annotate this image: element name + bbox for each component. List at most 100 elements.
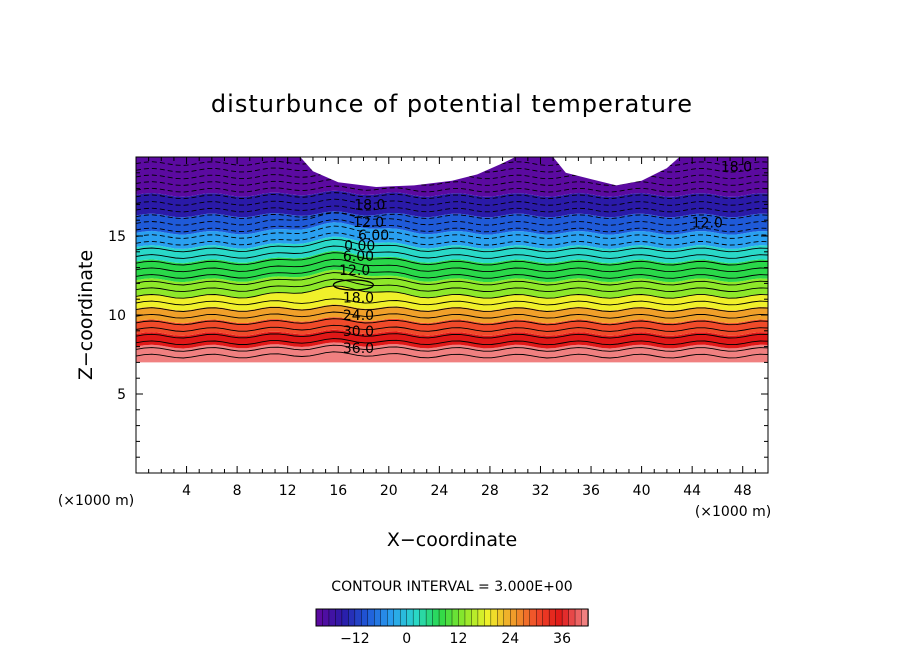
y-tick-labels: 5 10 15: [108, 229, 126, 403]
contour-line: [136, 245, 768, 259]
colorbar-swatch: [393, 608, 401, 627]
contour-label: 6.00: [358, 228, 389, 244]
colorbar-swatch: [387, 608, 395, 627]
colorbar-swatch: [464, 608, 473, 627]
colorbar-swatch: [322, 608, 330, 627]
contour-line: [136, 344, 768, 352]
contour-label: 12.0: [339, 263, 370, 279]
x-tick-label: 36: [582, 483, 600, 499]
x-tick-label: 32: [532, 483, 550, 499]
contour-label: 6.00: [343, 249, 374, 265]
contour-line: [136, 285, 768, 299]
x-tick-labels: 4 8 12 16 20 24 28 32 36 40 44 48: [182, 483, 752, 499]
colorbar-swatch: [412, 608, 421, 627]
colorbar-swatch: [523, 608, 531, 627]
x-tick-label: 28: [481, 483, 499, 499]
x-tick-label: 20: [380, 483, 398, 499]
colorbar-swatch: [361, 608, 369, 627]
colorbar-swatch: [568, 608, 576, 627]
colorbar-swatch: [574, 608, 583, 627]
colorbar-swatch: [555, 608, 563, 627]
y-axis-unit: (×1000 m): [58, 493, 134, 509]
field-band: [136, 285, 768, 311]
field-band: [136, 329, 768, 349]
missing-data-region: [300, 157, 516, 187]
colorbar-swatch: [438, 608, 447, 627]
contour-label: 0.00: [344, 238, 375, 254]
colorbar-tick-label: 36: [553, 631, 571, 647]
field-band: [136, 342, 768, 363]
y-tick-label: 5: [117, 387, 126, 403]
contour-line: [136, 185, 768, 193]
colorbar-swatch: [542, 608, 550, 627]
x-tick-label: 16: [329, 483, 347, 499]
contour-line: [332, 279, 375, 291]
contour-line: [136, 324, 768, 332]
contour-line: [136, 311, 768, 319]
contour-line: [136, 351, 768, 359]
contour-label: 18.0: [721, 159, 752, 175]
colorbar-swatch: [354, 608, 363, 627]
colorbar-swatch: [380, 608, 388, 627]
colorbar-swatch: [432, 608, 440, 627]
colorbar-swatch: [471, 608, 479, 627]
contour-line: [136, 219, 768, 233]
colorbar-swatch: [425, 608, 434, 627]
colorbar-swatch: [548, 608, 557, 627]
colorbar-frame: [315, 608, 589, 627]
colorbar: [315, 608, 589, 627]
contour-line: [136, 278, 768, 293]
colorbar-tick-labels: −12 0 12 24 36: [340, 631, 571, 647]
colorbar-swatch: [315, 608, 324, 627]
contour-line: [136, 252, 768, 266]
x-tick-label: 24: [430, 483, 448, 499]
colorbar-swatch: [561, 608, 570, 627]
field-band: [136, 269, 768, 298]
y-tick-label: 15: [108, 229, 126, 245]
colorbar-swatch: [497, 608, 505, 627]
colorbar-swatch: [516, 608, 524, 627]
contour-line: [136, 338, 768, 346]
colorbar-swatch: [419, 608, 427, 627]
contour-line: [136, 172, 768, 180]
x-tick-label: 40: [633, 483, 651, 499]
contour-line: [136, 258, 768, 273]
field-band: [136, 190, 768, 218]
colorbar-swatch: [406, 608, 414, 627]
contour-line: [136, 212, 768, 220]
contour-line: [136, 232, 768, 246]
contour-label: 18.0: [354, 197, 385, 213]
contour-line: [136, 238, 768, 253]
contour-line: [136, 298, 768, 306]
contour-line: [136, 304, 768, 312]
colorbar-swatch: [399, 608, 408, 627]
y-axis-label: Z−coordinate: [75, 250, 97, 380]
x-axis-label: X−coordinate: [387, 529, 517, 551]
colorbar-swatch: [367, 608, 375, 627]
x-tick-label: 44: [683, 483, 701, 499]
contour-line: [136, 331, 768, 339]
field-band: [136, 250, 768, 283]
contour-line: [136, 178, 768, 186]
contour-label: 18.0: [343, 291, 374, 307]
contour-line: [136, 272, 768, 286]
field-band: [136, 236, 768, 264]
colorbar-swatch: [510, 608, 518, 627]
y-tick-label: 10: [108, 308, 126, 324]
colorbar-swatch: [328, 608, 337, 627]
colorbar-tick-label: −12: [340, 631, 370, 647]
contour-line: [136, 318, 768, 326]
colorbar-swatch: [529, 608, 537, 627]
contour-line: [136, 165, 768, 173]
x-tick-label: 12: [279, 483, 297, 499]
colorbar-swatch: [484, 608, 492, 627]
colorbar-swatch: [374, 608, 382, 627]
colorbar-tick-label: 0: [402, 631, 411, 647]
x-tick-label: 48: [734, 483, 752, 499]
contour-line: [136, 212, 768, 226]
colorbar-swatch: [445, 608, 453, 627]
contour-labels: 18.012.06.000.006.0012.018.024.030.036.0…: [339, 159, 752, 357]
colorbar-swatch: [451, 608, 460, 627]
contour-label: 12.0: [353, 215, 384, 231]
